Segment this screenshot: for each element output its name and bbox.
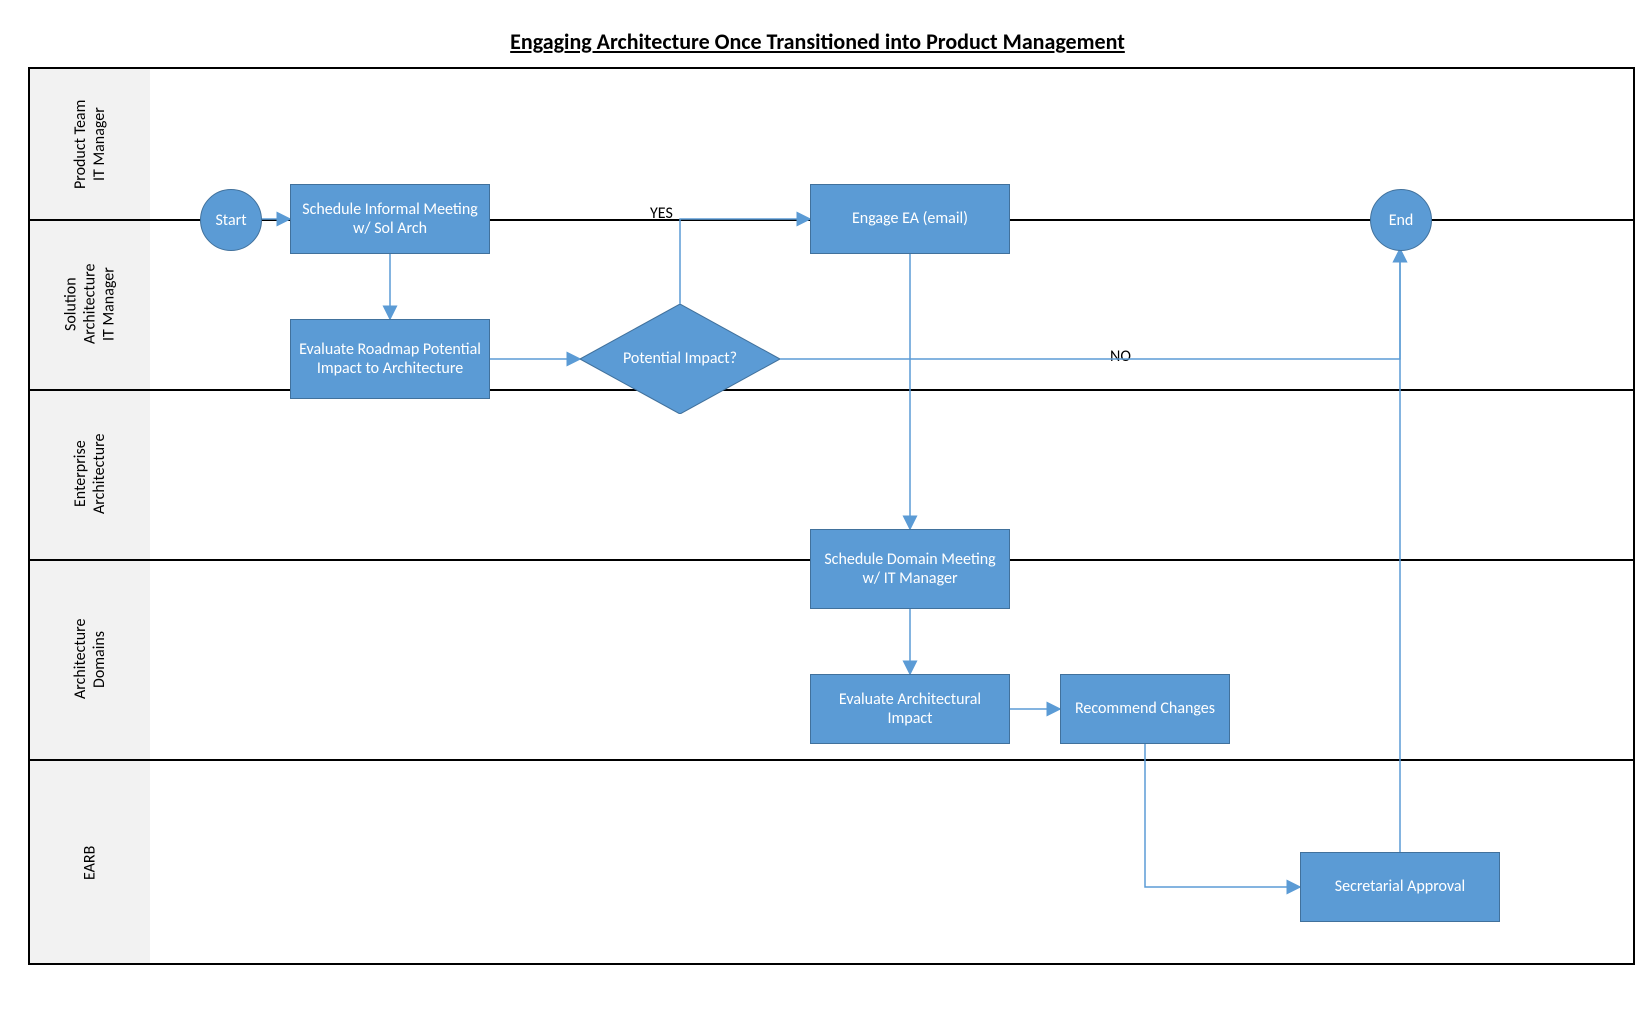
- node-n1: Schedule Informal Meeting w/ Sol Arch: [290, 184, 490, 254]
- lane-label-lane3: Enterprise Architecture: [30, 389, 150, 559]
- node-n3: Engage EA (email): [810, 184, 1010, 254]
- swimlane-stage: Product Team IT ManagerSolution Architec…: [28, 67, 1635, 965]
- node-n7: Secretarial Approval: [1300, 852, 1500, 922]
- lane-divider: [30, 389, 1633, 391]
- edge-e_n6_n7: [1145, 744, 1300, 887]
- edge-label-e_d1_yes: YES: [650, 204, 673, 223]
- node-d1: Potential Impact?: [580, 304, 780, 414]
- edge-e_d1_yes: [680, 219, 810, 304]
- edge-e_d1_no: [780, 249, 1400, 359]
- edge-label-e_d1_no: NO: [1110, 347, 1131, 366]
- diagram-title: Engaging Architecture Once Transitioned …: [0, 28, 1635, 55]
- lane-label-lane2: Solution Architecture IT Manager: [30, 219, 150, 389]
- node-n6: Recommend Changes: [1060, 674, 1230, 744]
- node-start: Start: [200, 189, 262, 251]
- lane-label-lane1: Product Team IT Manager: [30, 69, 150, 219]
- lane-label-lane5: EARB: [30, 759, 150, 967]
- node-n4: Schedule Domain Meeting w/ IT Manager: [810, 529, 1010, 609]
- node-d1-label: Potential Impact?: [580, 304, 780, 414]
- lane-label-lane4: Architecture Domains: [30, 559, 150, 759]
- node-n5: Evaluate Architectural Impact: [810, 674, 1010, 744]
- node-n2: Evaluate Roadmap Potential Impact to Arc…: [290, 319, 490, 399]
- node-end: End: [1370, 189, 1432, 251]
- lane-divider: [30, 759, 1633, 761]
